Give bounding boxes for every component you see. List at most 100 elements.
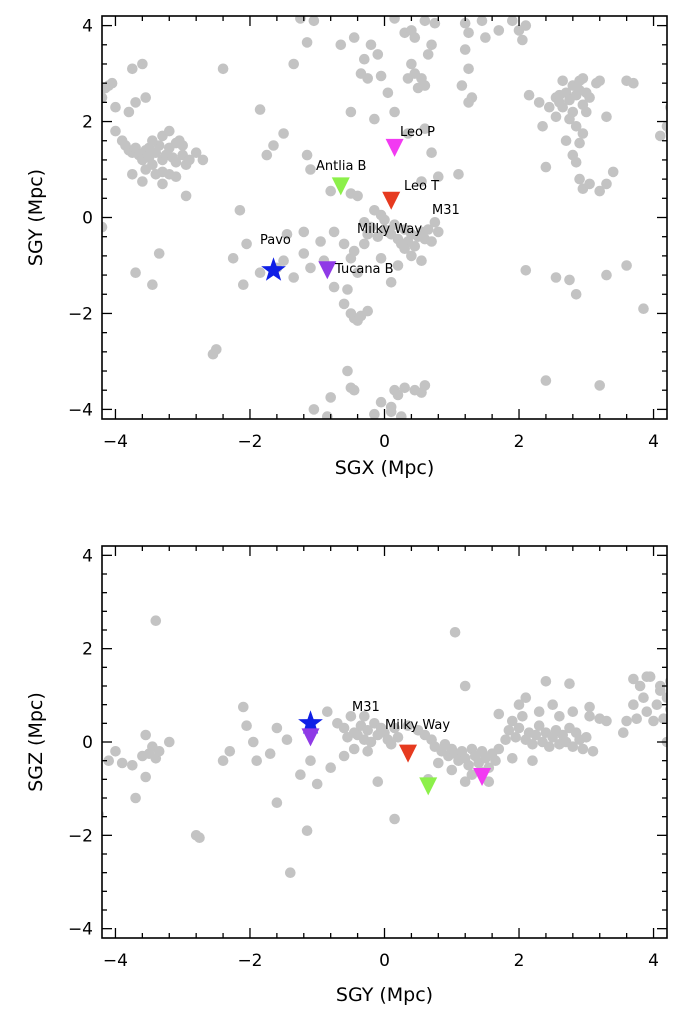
galaxy-point (419, 123, 431, 134)
galaxy-point (137, 176, 148, 187)
galaxy-point (127, 760, 138, 771)
galaxy-point (456, 80, 468, 91)
galaxy-point (295, 16, 306, 24)
galaxy-point (493, 708, 505, 720)
galaxy-point (301, 149, 313, 161)
galaxy-point (278, 255, 289, 266)
galaxy-point (130, 267, 141, 279)
galaxy-point (103, 755, 114, 766)
galaxy-point (587, 746, 599, 757)
galaxy-point (557, 75, 568, 87)
y-axis-label: SGZ (Mpc) (25, 692, 47, 792)
galaxy-point (224, 746, 236, 757)
galaxy-point (102, 221, 108, 233)
galaxy-point (305, 755, 316, 766)
galaxy-point (264, 748, 276, 759)
y-tick-label: 4 (82, 17, 93, 37)
y-tick-label: −4 (68, 400, 93, 420)
galaxy-point (459, 776, 471, 787)
galaxy-point (638, 303, 649, 315)
galaxy-point (564, 678, 575, 689)
galaxy-point (392, 260, 404, 271)
galaxy-point (298, 226, 310, 238)
galaxy-point (345, 711, 357, 722)
galaxy-point (513, 699, 525, 710)
galaxy-point (527, 755, 538, 766)
axis-ticks: −4 −2 0 2 4 −4 −2 0 2 4 (68, 546, 667, 971)
x-tick-label: 0 (379, 432, 390, 452)
galaxy-point (359, 53, 370, 65)
galaxy-point (564, 113, 575, 125)
galaxy-point (308, 16, 320, 27)
galaxy-point (402, 720, 414, 731)
galaxy-point (607, 166, 619, 178)
galaxy-point (594, 185, 605, 197)
galaxy-point (409, 241, 421, 252)
leo-p-marker (385, 138, 404, 157)
galaxy-point (406, 250, 417, 262)
galaxy-point (392, 389, 404, 401)
galaxy-point (581, 732, 592, 743)
galaxy-point (500, 734, 511, 745)
galaxy-point (389, 722, 400, 734)
y-tick-label: 0 (82, 209, 93, 229)
galaxy-point (517, 34, 528, 46)
galaxy-point (584, 711, 595, 722)
galaxy-point (584, 178, 595, 190)
panel-top: −4 −2 0 2 4 −4 −2 0 2 4 Leo P Antlia B Leo T M31 Milk… (25, 15, 668, 479)
antlia-b-marker (331, 177, 350, 196)
galaxy-point (533, 706, 545, 717)
x-axis-label: SGX (Mpc) (335, 457, 435, 479)
galaxy-point (362, 746, 374, 757)
galaxy-point (375, 70, 387, 82)
galaxy-point (655, 680, 666, 692)
galaxy-point (238, 279, 249, 291)
galaxy-point (402, 128, 414, 139)
galaxy-point (311, 778, 323, 790)
galaxy-point (261, 149, 273, 161)
galaxy-point (328, 226, 340, 238)
highlighted-galaxies (298, 710, 492, 796)
panel-bottom: −4 −2 0 2 4 −4 −2 0 2 4 M31 Milky Way SGY (Mpc) SG… (25, 545, 668, 1006)
galaxy-point (382, 87, 394, 99)
galaxy-point (570, 157, 582, 168)
galaxy-point (338, 298, 350, 310)
galaxy-point (533, 720, 545, 731)
x-tick-label: −2 (237, 432, 262, 452)
galaxy-point (342, 284, 353, 295)
galaxy-point (278, 128, 289, 139)
galaxy-point (459, 17, 471, 29)
x-tick-label: −2 (237, 951, 262, 971)
galaxy-point (315, 236, 326, 247)
galaxy-point (147, 279, 158, 291)
galaxy-point (254, 267, 266, 279)
galaxy-point (130, 792, 141, 804)
galaxy-point (389, 16, 400, 24)
x-tick-label: 4 (648, 951, 659, 971)
galaxy-point (234, 205, 246, 216)
galaxy-point (507, 16, 518, 27)
galaxy-point (641, 671, 653, 682)
galaxy-point (271, 797, 283, 808)
galaxy-point (406, 58, 417, 70)
galaxy-point (422, 49, 434, 60)
galaxy-point (530, 729, 542, 741)
galaxy-point (463, 63, 474, 75)
galaxy-point (147, 135, 158, 146)
galaxy-point (153, 746, 165, 757)
galaxy-point (638, 692, 649, 703)
galaxy-point (621, 260, 632, 271)
galaxy-point (140, 92, 151, 103)
galaxy-point (399, 382, 411, 394)
galaxy-point (433, 226, 444, 238)
galaxy-point (594, 380, 605, 391)
galaxy-point (641, 706, 653, 717)
galaxy-point (581, 87, 592, 99)
galaxy-point (322, 411, 333, 419)
x-tick-label: 2 (514, 951, 525, 971)
galaxy-point (217, 63, 229, 75)
pavo-marker (261, 257, 286, 281)
m31-label: M31 (432, 203, 460, 218)
x-tick-label: 2 (514, 432, 525, 452)
galaxy-point (554, 711, 565, 722)
